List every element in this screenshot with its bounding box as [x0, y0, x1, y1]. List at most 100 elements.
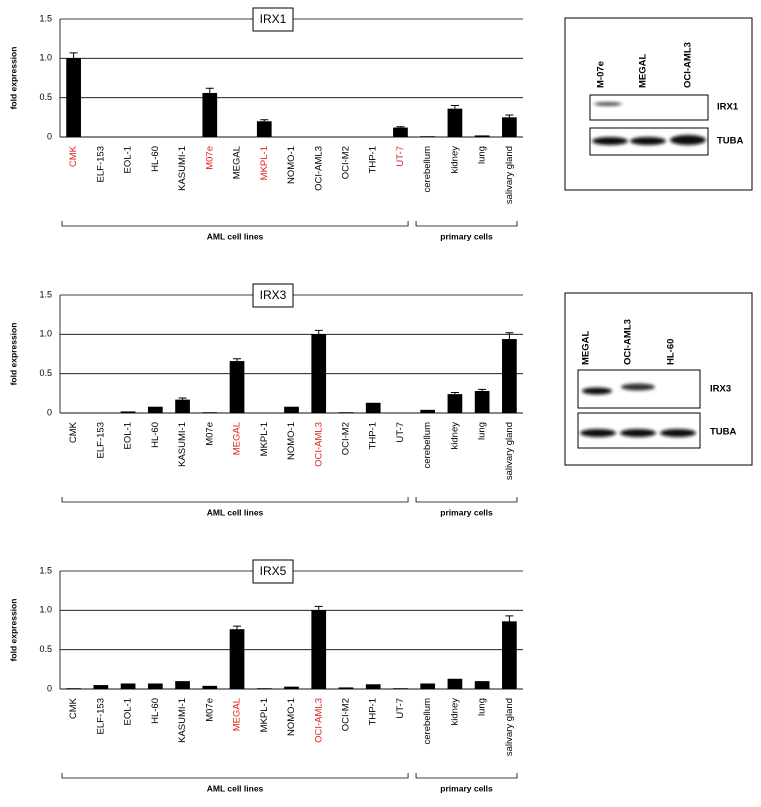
error-bar — [505, 114, 514, 118]
bar — [93, 685, 109, 689]
lane-label: OCI-AML3 — [683, 42, 694, 88]
bar — [175, 681, 190, 689]
title-box — [252, 283, 294, 308]
row-label: IRX3 — [710, 384, 731, 395]
group-label: primary cells — [440, 507, 493, 517]
chart-title: IRX3 — [260, 288, 287, 302]
error-bar — [396, 126, 405, 128]
x-tick-label: THP-1 — [368, 422, 379, 449]
title-box — [252, 559, 294, 584]
group-bracket — [415, 221, 518, 227]
x-tick-label: OCI-AML3 — [313, 146, 324, 191]
band — [582, 387, 612, 395]
x-tick-label: CMK — [68, 421, 79, 443]
x-tick-label: lung — [477, 422, 488, 440]
bar — [365, 684, 381, 689]
x-tick-label: ELF-153 — [95, 146, 106, 182]
western-blot: MEGAL OCI-AML3 HL-60 IRX3 TUBA — [564, 292, 753, 466]
x-tick-label: EOL-1 — [123, 698, 134, 725]
x-tick-label: salivary gland — [504, 422, 515, 480]
group-label: primary cells — [440, 783, 493, 793]
x-tick-label: KASUMI-1 — [177, 422, 188, 467]
x-tick-label: MKPL-1 — [259, 146, 270, 180]
bar — [202, 92, 218, 137]
x-tick-label: MEGAL — [232, 422, 243, 455]
y-tick-label: 1.0 — [39, 53, 52, 63]
y-axis-label: fold expression — [8, 599, 18, 662]
x-tick-label: kidney — [449, 422, 460, 450]
group-bracket — [415, 497, 518, 503]
bar — [229, 361, 245, 413]
x-tick-label: HL-60 — [150, 146, 161, 172]
x-tick-label: EOL-1 — [123, 422, 134, 449]
x-tick-label: HL-60 — [150, 422, 161, 448]
x-tick-label: OCI-AML3 — [313, 422, 324, 467]
bar — [256, 121, 272, 137]
x-tick-label: cerebellum — [422, 146, 433, 193]
error-bar — [314, 605, 323, 611]
error-bar — [260, 119, 269, 122]
x-tick-label: EOL-1 — [123, 146, 134, 173]
x-tick-label: THP-1 — [368, 698, 379, 725]
bar — [502, 621, 517, 689]
bar — [120, 411, 136, 413]
bar — [447, 394, 463, 413]
error-bar — [178, 397, 187, 400]
bar — [147, 683, 163, 689]
bar — [66, 58, 81, 138]
bar — [147, 406, 163, 413]
title-box — [252, 7, 294, 32]
row-label: IRX1 — [717, 102, 739, 113]
error-bar — [205, 87, 214, 93]
y-tick-label: 0.5 — [39, 644, 52, 654]
x-tick-label: salivary gland — [504, 698, 515, 756]
x-tick-label: MKPL-1 — [259, 698, 270, 732]
y-tick-label: 1.0 — [39, 329, 52, 339]
western-blot: M-07e MEGAL OCI-AML3 IRX1 TUBA — [564, 17, 753, 191]
x-tick-label: ELF-153 — [95, 422, 106, 458]
bar — [420, 136, 436, 137]
y-axis-label: fold expression — [8, 323, 18, 386]
lane-label: M-07e — [596, 61, 607, 88]
error-bar — [450, 105, 459, 109]
bar — [311, 610, 327, 689]
bar — [474, 135, 490, 137]
y-tick-label: 1.5 — [39, 289, 52, 299]
band — [621, 383, 655, 391]
group-label: AML cell lines — [207, 231, 264, 241]
bar — [502, 117, 517, 137]
lane-label: OCI-AML3 — [623, 319, 634, 365]
x-tick-label: M07e — [204, 698, 215, 722]
bar — [256, 688, 272, 689]
band — [630, 137, 666, 145]
blot-strip — [589, 94, 709, 121]
bar — [338, 412, 354, 413]
blot-frame — [564, 292, 753, 466]
y-tick-label: 1.5 — [39, 13, 52, 23]
x-tick-label: UT-7 — [395, 698, 406, 719]
bar — [202, 412, 218, 413]
blot-frame — [564, 17, 753, 191]
x-tick-label: M07e — [204, 422, 215, 446]
bar — [365, 402, 381, 413]
x-tick-label: CMK — [68, 145, 79, 167]
error-bar — [505, 332, 514, 340]
bar — [284, 406, 299, 413]
x-tick-label: OCI-M2 — [340, 422, 351, 455]
bar — [66, 688, 81, 689]
bar — [420, 409, 436, 413]
y-tick-label: 0 — [47, 407, 52, 417]
x-tick-label: OCI-AML3 — [313, 698, 324, 743]
error-bar — [314, 329, 323, 335]
bar — [447, 108, 463, 137]
group-label: AML cell lines — [207, 783, 264, 793]
x-tick-label: HL-60 — [150, 698, 161, 724]
bar — [284, 686, 299, 689]
error-bar — [69, 52, 78, 59]
y-tick-label: 0.5 — [39, 368, 52, 378]
bar — [175, 399, 190, 413]
group-label: primary cells — [440, 231, 493, 241]
bar — [420, 683, 436, 689]
